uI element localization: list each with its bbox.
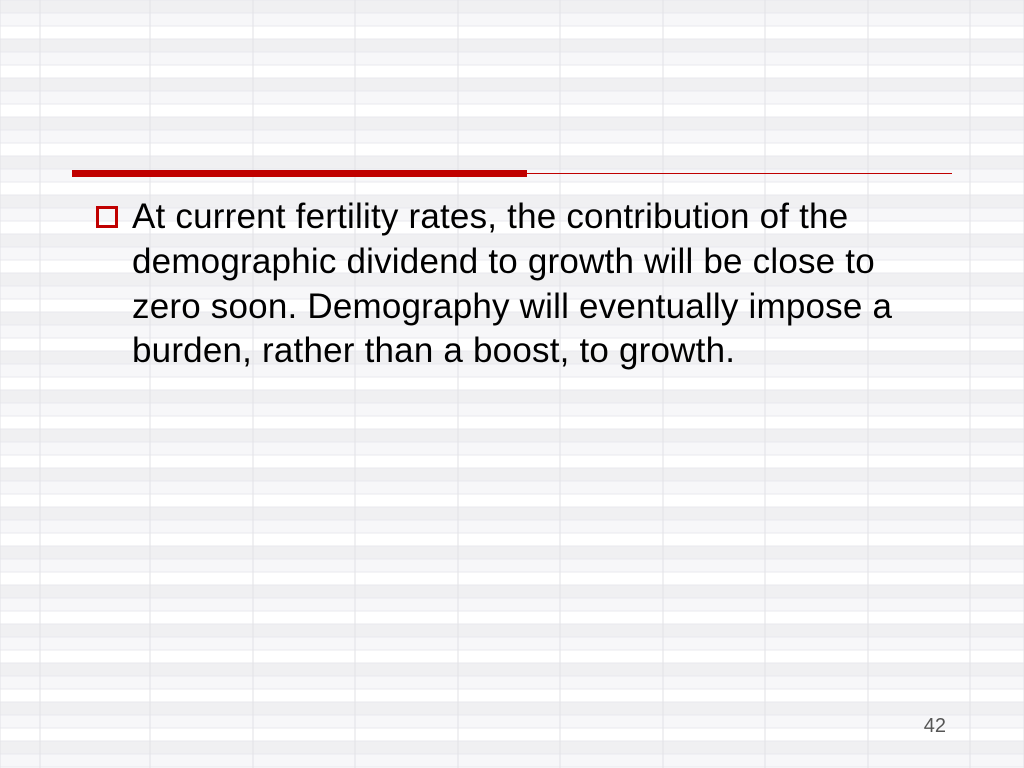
bullet-text: At current fertility rates, the contribu…	[132, 195, 928, 374]
divider-thin	[527, 173, 952, 174]
bullet-item: At current fertility rates, the contribu…	[96, 195, 928, 374]
divider-thick	[72, 170, 527, 177]
page-number: 42	[924, 715, 946, 738]
square-bullet-icon	[96, 206, 118, 228]
slide: At current fertility rates, the contribu…	[0, 0, 1024, 768]
